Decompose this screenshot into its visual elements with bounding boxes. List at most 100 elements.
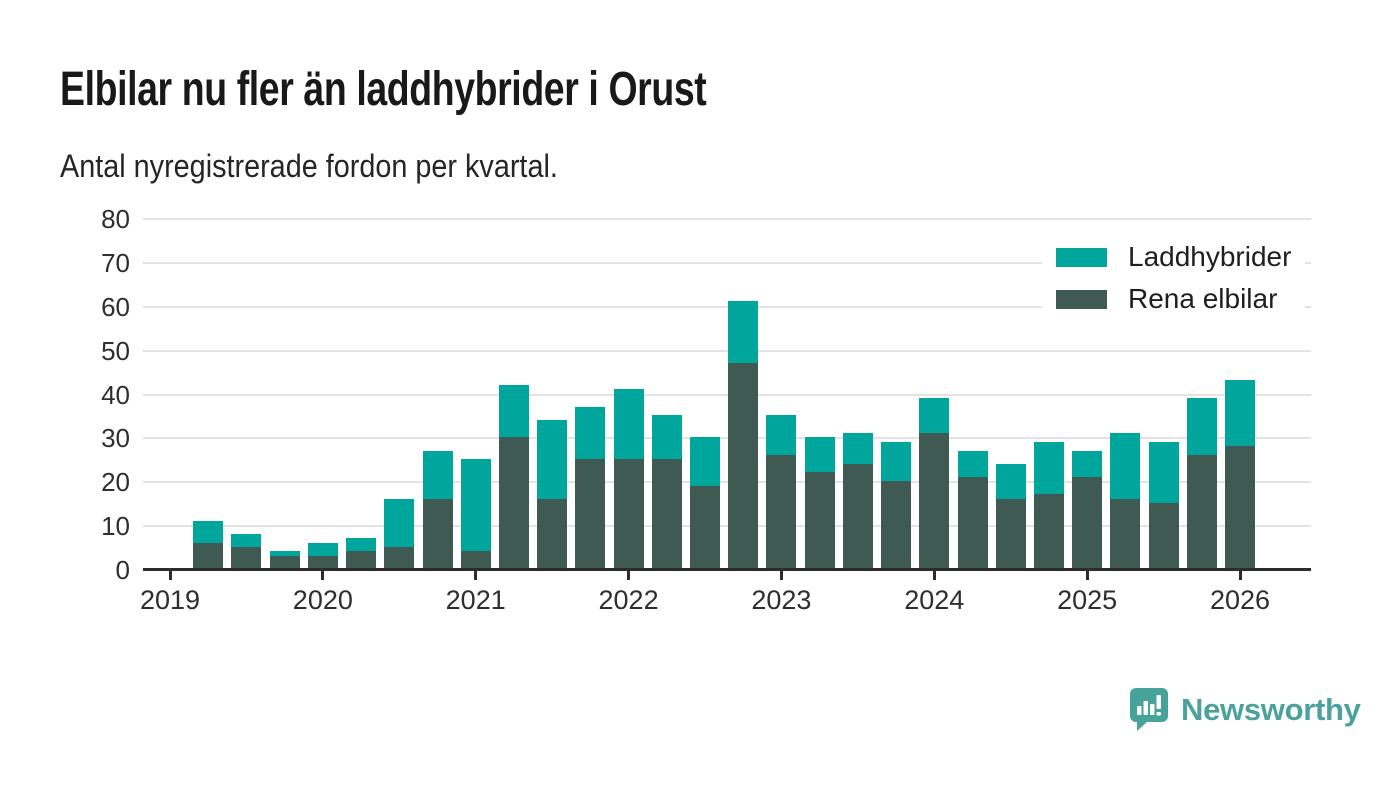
x-tick-mark <box>627 571 631 580</box>
bar-segment-laddhybrider <box>537 419 568 499</box>
y-tick-label: 60 <box>101 291 130 322</box>
bar-segment-laddhybrider <box>919 397 950 433</box>
legend-swatch <box>1056 247 1107 267</box>
bar-segment-rena-elbilar <box>995 498 1026 569</box>
y-tick-label: 80 <box>101 204 130 234</box>
y-tick-label: 30 <box>101 423 130 454</box>
legend-label: Laddhybrider <box>1128 241 1292 272</box>
bar-segment-laddhybrider <box>995 463 1026 499</box>
bar-segment-laddhybrider <box>881 441 912 482</box>
bar-segment-laddhybrider <box>804 437 835 473</box>
y-tick-label: 50 <box>101 335 130 366</box>
bar-segment-rena-elbilar <box>1072 476 1103 569</box>
x-tick-label: 2020 <box>292 585 353 615</box>
bar-segment-laddhybrider <box>498 384 529 438</box>
bar-segment-rena-elbilar <box>1225 446 1255 569</box>
x-tick-mark <box>168 571 172 580</box>
bar-segment-laddhybrider <box>269 551 300 556</box>
y-tick-label: 40 <box>101 379 130 410</box>
bar-segment-laddhybrider <box>1225 380 1255 447</box>
x-tick-mark <box>932 571 936 580</box>
legend-label: Rena elbilar <box>1128 283 1278 314</box>
bar-segment-rena-elbilar <box>1033 494 1064 569</box>
bar-segment-rena-elbilar <box>1186 454 1217 569</box>
gridline <box>143 481 1311 484</box>
bar-segment-laddhybrider <box>307 542 338 556</box>
bar-segment-laddhybrider <box>231 533 262 548</box>
gridline <box>143 393 1311 396</box>
bar-segment-laddhybrider <box>346 538 377 552</box>
bar-segment-rena-elbilar <box>919 432 950 569</box>
gridline <box>143 349 1311 352</box>
bar-segment-rena-elbilar <box>1148 503 1179 569</box>
x-tick-label: 2019 <box>139 585 201 615</box>
bar-segment-rena-elbilar <box>384 547 415 569</box>
bar-segment-laddhybrider <box>1186 397 1217 455</box>
bar-segment-laddhybrider <box>651 415 682 460</box>
gridline <box>143 305 1311 308</box>
bar-segment-rena-elbilar <box>728 362 759 569</box>
bar-segment-rena-elbilar <box>422 498 453 569</box>
bar-segment-rena-elbilar <box>613 459 644 569</box>
bar-segment-laddhybrider <box>1110 432 1141 499</box>
bar-segment-laddhybrider <box>575 406 606 460</box>
bar-segment-rena-elbilar <box>231 547 262 569</box>
y-tick-label: 20 <box>101 467 130 498</box>
chart-legend: Laddhybrider Rena elbilar <box>1042 234 1306 320</box>
x-tick-mark <box>1238 571 1242 580</box>
bar-segment-laddhybrider <box>422 450 453 499</box>
bar-segment-laddhybrider <box>384 498 415 548</box>
bar-segment-rena-elbilar <box>842 463 873 569</box>
x-tick-mark <box>779 571 783 580</box>
bar-segment-rena-elbilar <box>193 542 224 569</box>
bar-segment-rena-elbilar <box>690 485 720 569</box>
x-tick-label: 2023 <box>751 585 812 615</box>
bar-segment-rena-elbilar <box>957 476 988 569</box>
x-tick-label: 2021 <box>445 585 506 615</box>
bar-segment-laddhybrider <box>1148 441 1179 504</box>
bar-segment-rena-elbilar <box>881 481 912 569</box>
gridline <box>143 525 1311 528</box>
bar-segment-rena-elbilar <box>460 551 491 569</box>
bar-segment-rena-elbilar <box>651 459 682 569</box>
bar-segment-laddhybrider <box>1033 441 1064 495</box>
bar-segment-laddhybrider <box>690 437 720 486</box>
x-tick-label: 2026 <box>1209 585 1271 615</box>
page-title: Elbilar nu fler än laddhybrider i Orust <box>60 63 707 116</box>
bar-segment-laddhybrider <box>957 450 988 477</box>
bar-segment-rena-elbilar <box>346 551 377 569</box>
x-tick-label: 2025 <box>1057 585 1118 615</box>
legend-swatch <box>1056 289 1107 309</box>
newsworthy-logo-icon <box>1130 688 1168 731</box>
x-axis-line <box>143 568 1311 571</box>
gridline <box>143 218 1311 220</box>
bar-segment-laddhybrider <box>728 301 759 363</box>
bar-segment-rena-elbilar <box>307 555 338 569</box>
bar-segment-laddhybrider <box>766 415 797 455</box>
bar-segment-rena-elbilar <box>766 454 797 569</box>
x-tick-label: 2022 <box>598 585 659 615</box>
x-tick-label: 2024 <box>904 585 965 615</box>
gridline <box>143 437 1311 440</box>
bar-segment-laddhybrider <box>842 432 873 464</box>
brand-name: Newsworthy <box>1181 691 1361 727</box>
chart-subtitle: Antal nyregistrerade fordon per kvartal. <box>60 148 558 184</box>
bar-segment-rena-elbilar <box>804 472 835 569</box>
legend-row: Rena elbilar <box>1056 284 1291 314</box>
x-tick-mark <box>321 571 325 580</box>
bar-segment-rena-elbilar <box>498 437 529 569</box>
brand-footer: Newsworthy <box>1130 688 1361 731</box>
bar-segment-rena-elbilar <box>269 555 300 569</box>
bar-segment-rena-elbilar <box>1110 498 1141 569</box>
legend-row: Laddhybrider <box>1056 242 1291 272</box>
bar-segment-laddhybrider <box>193 520 224 543</box>
x-tick-mark <box>1085 571 1089 580</box>
bar-segment-laddhybrider <box>1072 450 1103 477</box>
gridline <box>143 261 1311 264</box>
bar-segment-rena-elbilar <box>575 459 606 569</box>
y-tick-label: 70 <box>101 247 130 278</box>
x-tick-mark <box>474 571 478 580</box>
bar-segment-laddhybrider <box>460 459 491 552</box>
bar-segment-laddhybrider <box>613 389 644 460</box>
